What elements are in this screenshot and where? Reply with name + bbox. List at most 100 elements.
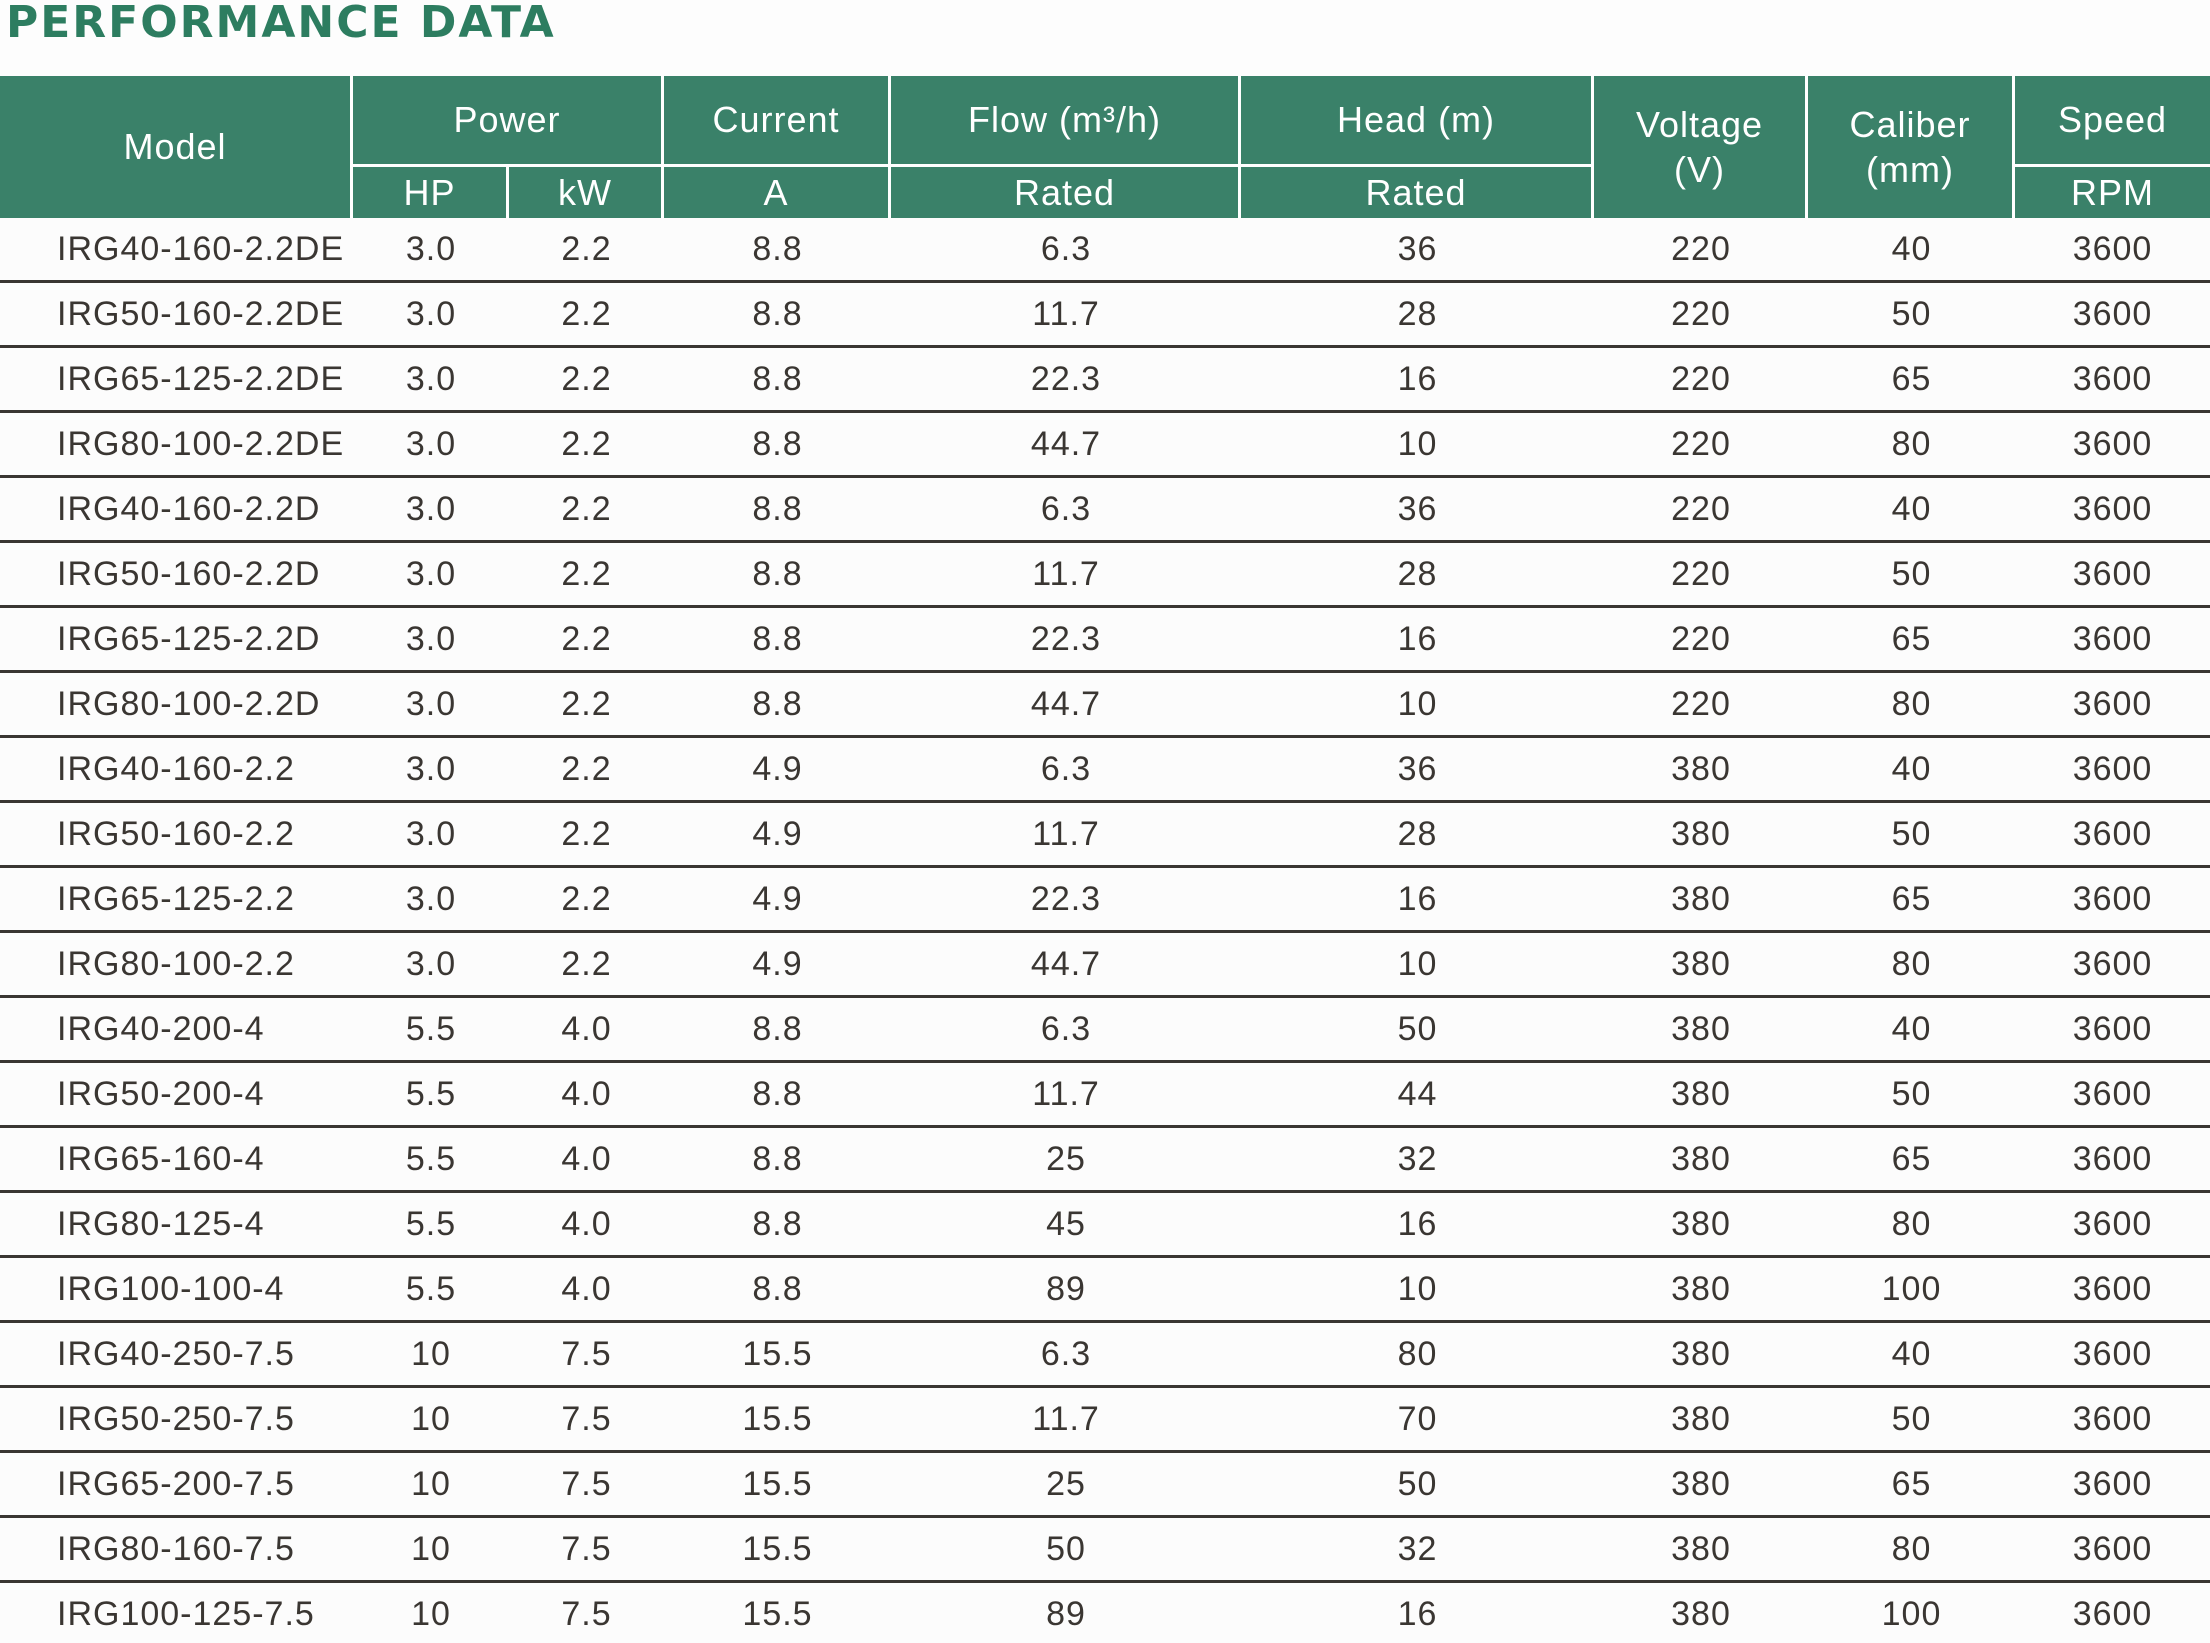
cell-head-rated: 80 bbox=[1241, 1323, 1595, 1388]
cell-model: IRG80-160-7.5 bbox=[0, 1518, 353, 1583]
cell-power-hp: 3.0 bbox=[353, 543, 509, 608]
cell-voltage: 380 bbox=[1594, 738, 1809, 803]
cell-speed-rpm: 3600 bbox=[2015, 1518, 2210, 1583]
cell-flow-rated: 11.7 bbox=[891, 1388, 1242, 1453]
cell-power-hp: 3.0 bbox=[353, 868, 509, 933]
cell-speed-rpm: 3600 bbox=[2015, 1323, 2210, 1388]
cell-current-a: 4.9 bbox=[664, 803, 892, 868]
cell-head-rated: 16 bbox=[1241, 1583, 1595, 1643]
cell-voltage: 220 bbox=[1594, 283, 1809, 348]
cell-head-rated: 32 bbox=[1241, 1128, 1595, 1193]
cell-speed-rpm: 3600 bbox=[2015, 1583, 2210, 1643]
cell-current-a: 8.8 bbox=[664, 1193, 892, 1258]
cell-power-hp: 5.5 bbox=[353, 1063, 509, 1128]
cell-flow-rated: 11.7 bbox=[891, 803, 1242, 868]
cell-model: IRG40-160-2.2DE bbox=[0, 218, 353, 283]
cell-current-a: 8.8 bbox=[664, 998, 892, 1063]
table-row: IRG65-125-2.2D 3.0 2.2 8.8 22.3 16 220 65 3600 bbox=[0, 608, 2210, 673]
cell-power-kw: 7.5 bbox=[509, 1583, 665, 1643]
cell-current-a: 4.9 bbox=[664, 933, 892, 998]
cell-flow-rated: 44.7 bbox=[891, 413, 1242, 478]
cell-caliber: 65 bbox=[1808, 608, 2016, 673]
cell-flow-rated: 22.3 bbox=[891, 608, 1242, 673]
cell-model: IRG65-125-2.2 bbox=[0, 868, 353, 933]
cell-flow-rated: 6.3 bbox=[891, 738, 1242, 803]
cell-voltage: 220 bbox=[1594, 348, 1809, 413]
cell-speed-rpm: 3600 bbox=[2015, 803, 2210, 868]
table-row: IRG80-100-2.2 3.0 2.2 4.9 44.7 10 380 80 3600 bbox=[0, 933, 2210, 998]
cell-current-a: 8.8 bbox=[664, 543, 892, 608]
cell-caliber: 80 bbox=[1808, 1193, 2016, 1258]
cell-caliber: 50 bbox=[1808, 803, 2016, 868]
cell-current-a: 8.8 bbox=[664, 673, 892, 738]
cell-power-hp: 10 bbox=[353, 1518, 509, 1583]
table-row: IRG80-160-7.5 10 7.5 15.5 50 32 380 80 3600 bbox=[0, 1518, 2210, 1583]
cell-power-kw: 4.0 bbox=[509, 998, 665, 1063]
cell-power-kw: 2.2 bbox=[509, 348, 665, 413]
cell-power-hp: 3.0 bbox=[353, 413, 509, 478]
cell-power-kw: 2.2 bbox=[509, 738, 665, 803]
cell-flow-rated: 44.7 bbox=[891, 933, 1242, 998]
cell-power-hp: 3.0 bbox=[353, 283, 509, 348]
cell-model: IRG40-250-7.5 bbox=[0, 1323, 353, 1388]
cell-power-hp: 5.5 bbox=[353, 1128, 509, 1193]
cell-power-hp: 3.0 bbox=[353, 738, 509, 803]
cell-current-a: 8.8 bbox=[664, 1128, 892, 1193]
cell-voltage: 380 bbox=[1594, 1323, 1809, 1388]
cell-head-rated: 28 bbox=[1241, 803, 1595, 868]
cell-power-kw: 2.2 bbox=[509, 283, 665, 348]
header-row-groups: Model Power Current Flow (m³/h) Head (m)… bbox=[0, 76, 2210, 218]
table-row: IRG50-160-2.2D 3.0 2.2 8.8 11.7 28 220 50 3600 bbox=[0, 543, 2210, 608]
cell-head-rated: 50 bbox=[1241, 998, 1595, 1063]
table-row: IRG40-160-2.2 3.0 2.2 4.9 6.3 36 380 40 3600 bbox=[0, 738, 2210, 803]
cell-power-kw: 4.0 bbox=[509, 1063, 665, 1128]
cell-voltage: 380 bbox=[1594, 1388, 1809, 1453]
cell-flow-rated: 89 bbox=[891, 1258, 1242, 1323]
cell-speed-rpm: 3600 bbox=[2015, 413, 2210, 478]
col-header-voltage-line2: (V) bbox=[1674, 149, 1726, 190]
cell-voltage: 220 bbox=[1594, 218, 1809, 283]
cell-head-rated: 32 bbox=[1241, 1518, 1595, 1583]
cell-power-hp: 3.0 bbox=[353, 673, 509, 738]
cell-model: IRG80-100-2.2DE bbox=[0, 413, 353, 478]
cell-power-hp: 3.0 bbox=[353, 348, 509, 413]
cell-model: IRG50-160-2.2D bbox=[0, 543, 353, 608]
col-header-flow: Flow (m³/h) bbox=[891, 76, 1242, 167]
table-body: IRG40-160-2.2DE 3.0 2.2 8.8 6.3 36 220 40 3600 IR… bbox=[0, 218, 2210, 1643]
cell-speed-rpm: 3600 bbox=[2015, 1258, 2210, 1323]
cell-speed-rpm: 3600 bbox=[2015, 673, 2210, 738]
col-header-model: Model bbox=[0, 76, 353, 218]
cell-caliber: 65 bbox=[1808, 1128, 2016, 1193]
cell-flow-rated: 11.7 bbox=[891, 1063, 1242, 1128]
cell-flow-rated: 25 bbox=[891, 1453, 1242, 1518]
cell-flow-rated: 25 bbox=[891, 1128, 1242, 1193]
cell-power-hp: 5.5 bbox=[353, 998, 509, 1063]
cell-flow-rated: 22.3 bbox=[891, 868, 1242, 933]
cell-caliber: 80 bbox=[1808, 1518, 2016, 1583]
cell-speed-rpm: 3600 bbox=[2015, 543, 2210, 608]
table-row: IRG100-100-4 5.5 4.0 8.8 89 10 380 100 3600 bbox=[0, 1258, 2210, 1323]
cell-voltage: 220 bbox=[1594, 478, 1809, 543]
cell-voltage: 380 bbox=[1594, 1258, 1809, 1323]
table-row: IRG50-250-7.5 10 7.5 15.5 11.7 70 380 50 3600 bbox=[0, 1388, 2210, 1453]
cell-speed-rpm: 3600 bbox=[2015, 1453, 2210, 1518]
cell-power-kw: 2.2 bbox=[509, 673, 665, 738]
cell-caliber: 50 bbox=[1808, 1388, 2016, 1453]
cell-head-rated: 16 bbox=[1241, 348, 1595, 413]
cell-flow-rated: 6.3 bbox=[891, 478, 1242, 543]
cell-head-rated: 36 bbox=[1241, 218, 1595, 283]
cell-speed-rpm: 3600 bbox=[2015, 218, 2210, 283]
cell-speed-rpm: 3600 bbox=[2015, 933, 2210, 998]
table-row: IRG65-125-2.2DE 3.0 2.2 8.8 22.3 16 220 65 3600 bbox=[0, 348, 2210, 413]
table-row: IRG80-100-2.2DE 3.0 2.2 8.8 44.7 10 220 80 3600 bbox=[0, 413, 2210, 478]
cell-power-kw: 2.2 bbox=[509, 933, 665, 998]
cell-head-rated: 28 bbox=[1241, 543, 1595, 608]
cell-caliber: 80 bbox=[1808, 933, 2016, 998]
cell-power-kw: 7.5 bbox=[509, 1323, 665, 1388]
cell-caliber: 65 bbox=[1808, 868, 2016, 933]
table-row: IRG40-160-2.2D 3.0 2.2 8.8 6.3 36 220 40 3600 bbox=[0, 478, 2210, 543]
cell-voltage: 220 bbox=[1594, 543, 1809, 608]
cell-model: IRG65-125-2.2D bbox=[0, 608, 353, 673]
cell-voltage: 380 bbox=[1594, 1193, 1809, 1258]
cell-speed-rpm: 3600 bbox=[2015, 868, 2210, 933]
